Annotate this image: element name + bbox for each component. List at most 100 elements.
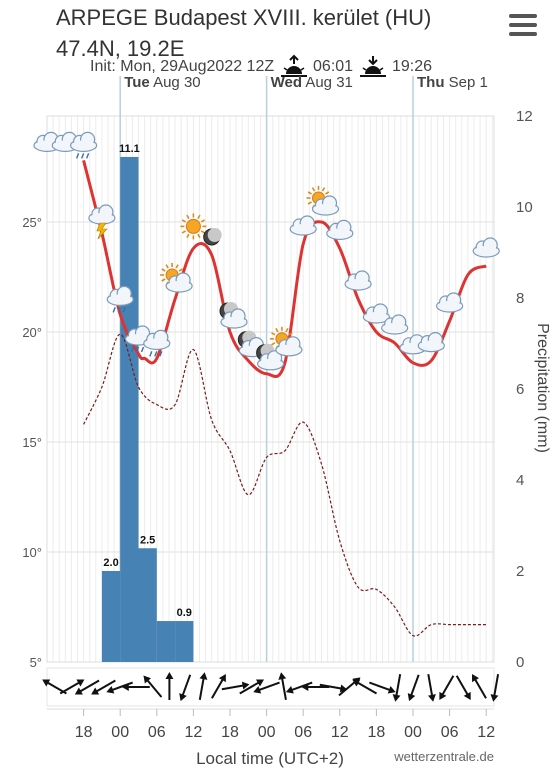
sun-ray [186,214,190,220]
wind-arrow [253,681,280,694]
sun-ray [275,328,279,333]
lightning-bolt [96,222,108,240]
sun-ray [285,328,289,333]
wind-arrow-head [407,693,416,702]
wind-arrow [239,679,265,695]
bar-value-label: 2.0 [103,557,118,569]
x-tick-label: 18 [368,724,386,741]
wind-arrow [472,674,487,699]
wind-arrow-head [253,685,262,694]
credit-text: wetterzentrale.de [393,749,494,764]
wind-arrow [143,675,163,698]
cloud-fill [475,246,498,254]
day-label: Thu Sep 1 [417,74,488,91]
cloud-icon [436,292,464,313]
cloud-fill [168,281,191,289]
wind-arrow [278,672,287,700]
wind-arrow-head [121,683,129,691]
x-tick-label: 00 [258,724,276,741]
wind-arrow [211,674,226,699]
cloud-icon [362,303,390,324]
rain-drop [130,346,135,353]
wind-arrow-head [42,679,51,687]
sun-ray [271,342,276,346]
wind-arrow-head [392,694,401,702]
bar-value-label: 11.1 [119,143,140,155]
cloud-fill [328,228,351,237]
wind-arrows [42,667,500,707]
wind-arrow [91,679,116,695]
precipitation-bar [175,621,194,662]
init-time: Init: Mon, 29Aug2022 12Z [90,58,275,76]
wind-band-frame [46,667,495,707]
wind-arrow [455,675,471,700]
wind-arrow [427,674,436,702]
cloud-fill [259,358,282,367]
moon-cloud-icon [219,302,248,329]
wind-arrow [121,683,150,691]
sun-ray [165,264,169,269]
cloud-icon [289,215,317,236]
wind-arrow [490,674,500,702]
sun-ray [186,233,190,239]
moon-icon [203,228,222,246]
wind-arrow [301,683,330,691]
sun-ray [307,201,312,205]
wind-arrow-head [218,674,226,683]
sun-ray [178,268,183,272]
sun-ray [307,191,312,195]
sun-cloud-icon [269,326,303,357]
wind-arrow-head [472,674,479,683]
cloud-fill [383,323,406,331]
cloud-rain-icon [143,329,171,357]
title-location: ARPEGE Budapest XVIII. kerület (HU) [56,5,432,30]
bar-value-label: 2.5 [140,534,155,546]
moon-lit [207,228,222,242]
x-tick-label: 18 [221,724,239,741]
right-axis-tick-label: 0 [516,654,524,671]
plot-frame [46,115,495,663]
cloud-fill [420,340,443,349]
weather-icons [33,131,500,371]
x-tick-label: 12 [185,724,203,741]
hamburger-menu-icon[interactable] [509,14,537,38]
sun-ray [197,214,201,220]
right-axis-tick-label: 6 [516,381,524,398]
sun-ray [161,278,166,282]
cloud-fill [223,317,245,325]
rain-drop [149,351,153,357]
wind-arrow [74,679,100,695]
wind-arrow-head [301,683,309,691]
cloud-icon [326,219,354,240]
wind-arrow [407,674,420,702]
title-coordinates: 47.4N, 19.2E [56,36,185,61]
cloud-icon [399,334,427,355]
x-tick-label: 12 [477,724,495,741]
sun-ray [325,191,330,195]
cloud-fill [314,204,337,212]
x-axis-label: Local time (UTC+2) [196,749,344,768]
wind-arrow-head [76,679,85,687]
dewpoint-line [83,333,487,637]
x-tick-label: 06 [148,724,166,741]
cloud-fill [277,344,300,353]
wind-arrow-head [285,685,294,694]
wind-arrow [165,672,174,700]
sun-disc [185,218,201,234]
sun-ray [200,219,206,223]
cloud-thunder-icon [88,204,116,240]
sunset-time: 19:26 [391,58,433,76]
left-axis-tick-label: 20° [22,325,42,340]
sun-cloud-icon [306,186,340,216]
day-label: Wed Aug 31 [271,74,353,91]
right-axis-label: Precipitation (mm) [534,323,551,453]
precipitation-bar [138,548,157,662]
chart-axes: 5° 10° 15° 20° 25° 0 2 4 6 8 10 12 18 00 06 12 18 00 06 12 1… [22,108,532,741]
wind-arrow-head [179,693,187,702]
x-tick-label: 18 [75,724,93,741]
x-tick-label: 12 [331,724,349,741]
precipitation-bar [101,571,121,662]
wind-arrow [319,683,348,693]
sun-ray [321,187,326,192]
wind-arrow-head [143,675,152,684]
